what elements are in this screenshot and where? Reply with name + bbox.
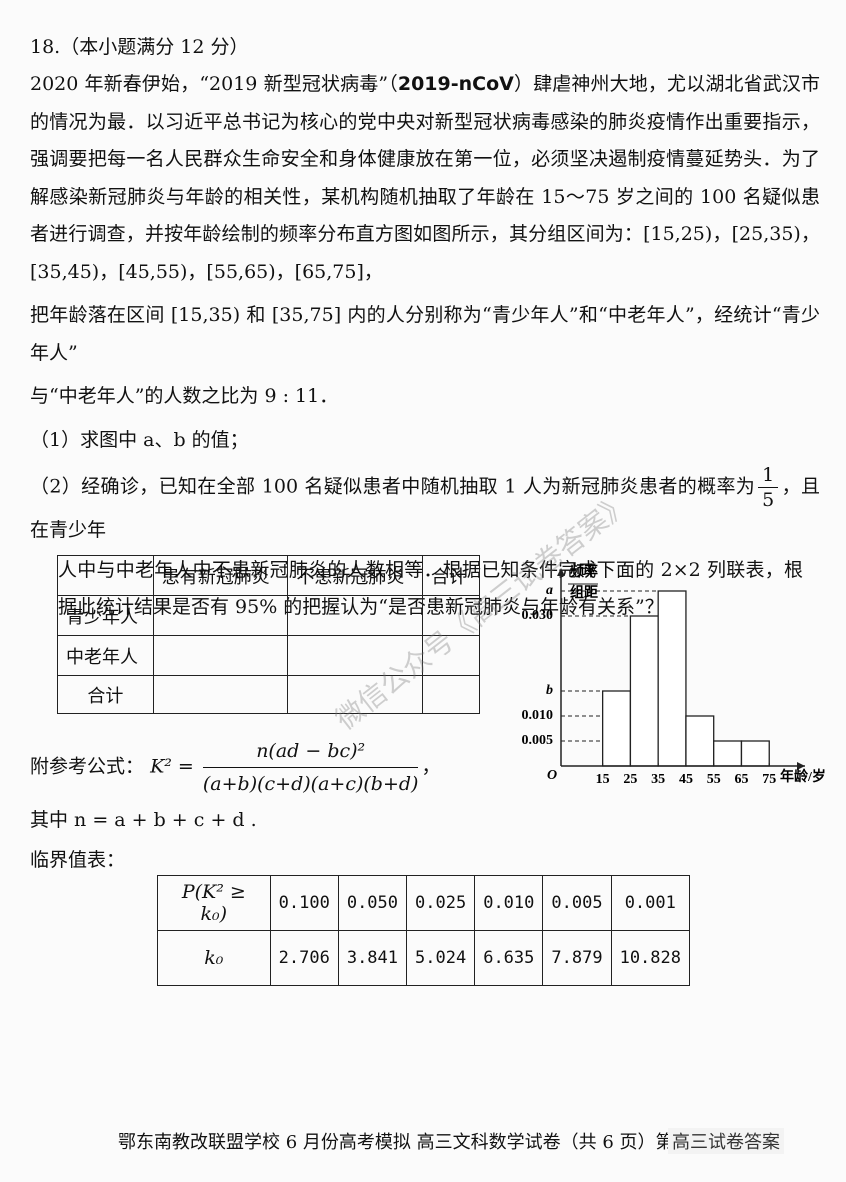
cell: 0.010 [474,875,544,931]
formula-lhs: K² = [150,755,194,778]
contingency-table: 患有新冠肺炎 不患新冠肺炎 合计 青少年人 中老年人 合计 [57,555,481,714]
text: 把年龄落在区间 [15,35) 和 [35,75] 内的人分别称为“青少年人”和… [30,304,820,364]
cell: 10.828 [610,930,691,986]
problem-number: 18.（本小题满分 12 分） [30,36,249,58]
text: ， [421,755,441,778]
cell: 3.841 [337,930,408,986]
y-tick-label: 0.010 [522,708,554,723]
cell: 0.005 [542,875,612,931]
x-tick-label: 65 [734,772,748,787]
bar [629,615,659,767]
formula-label: 附参考公式： [30,755,145,778]
bar [685,715,715,767]
badge: 高三试卷答案 [668,1128,784,1154]
numerator: 1 [758,463,779,488]
x-tick-label: 35 [651,772,665,787]
cell: 7.879 [542,930,612,986]
text: ）肆虐神州大地，尤以湖北省武汉市的情况为最．以习近平总书记为核心的党中央对新型冠… [30,73,820,283]
text: 2020 年新春伊始，“2019 新型冠状病毒”（ [30,73,398,95]
cell: 0.050 [337,875,408,931]
y-axis-label: 频率 [570,563,598,580]
cell: 5.024 [406,930,476,986]
critical-table: P(K² ≥ k₀) 0.100 0.050 0.025 0.010 0.005 0.001… [157,875,691,986]
footer: 鄂东南教改联盟学校 6 月份高考模拟 高三文科数学试卷（共 6 页）第 4 页 [118,1132,715,1153]
x-axis-label: 年龄/岁 [780,768,826,785]
bar [740,740,770,767]
x-tick-label: 55 [707,772,721,787]
row-label: 合计 [57,675,154,714]
text: ，且在青少年 [30,475,820,542]
where-line: 其中 n = a + b + c + d . [30,809,257,831]
x-tick-label: 15 [596,772,610,787]
origin-label: O [547,768,557,783]
y-axis-label: 组距 [570,584,598,601]
numerator: n(ad − bc)² [202,735,419,768]
denominator: (a+b)(c+d)(a+c)(b+d) [202,773,419,795]
row-label: P(K² ≥ k₀) [157,875,271,931]
row-label: 中老年人 [57,635,154,676]
text: 与“中老年人”的人数之比为 9 : 11． [30,385,339,407]
row-label: 青少年人 [57,595,154,636]
cell: 2.706 [269,930,339,986]
x-tick-label: 45 [679,772,693,787]
y-tick-label: a [546,583,553,598]
ratio: 与“中老年人”的人数之比为 9 : 11． [30,378,820,416]
y-tick-label: b [546,683,553,698]
row-label: k₀ [157,930,271,986]
question-1: （1）求图中 a、b 的值； [30,428,249,451]
cell: 0.001 [610,875,691,931]
x-tick-label: 25 [623,772,637,787]
bar [657,590,687,767]
cell [57,555,154,596]
bar [601,690,632,767]
y-tick-label: 0.030 [522,608,554,623]
intro: 2020 年新春伊始，“2019 新型冠状病毒”（2019-nCoV）肆虐神州大… [30,66,820,291]
y-tick-label: 0.005 [522,733,554,748]
formula: 附参考公式： K² = n(ad − bc)² (a+b)(c+d)(a+c)(b… [30,735,440,800]
critical-label: 临界值表： [30,849,126,871]
fraction: n(ad − bc)² (a+b)(c+d)(a+c)(b+d) [202,735,419,800]
intro-cont: 把年龄落在区间 [15,35) 和 [35,75] 内的人分别称为“青少年人”和… [30,297,820,372]
question-2: （2）经确诊，已知在全部 100 名疑似患者中随机抽取 1 人为新冠肺炎患者的概… [30,463,820,550]
cell: 0.025 [406,875,476,931]
x-tick-label: 75 [762,772,776,787]
denominator: 5 [762,489,775,511]
bar [713,740,743,767]
text: 2019-nCoV [397,73,514,95]
cell: 0.100 [269,875,339,931]
text: （2）经确诊，已知在全部 100 名疑似患者中随机抽取 1 人为新冠肺炎患者的概… [30,475,756,498]
cell: 6.635 [474,930,544,986]
header-cell: 合计 [421,555,481,596]
